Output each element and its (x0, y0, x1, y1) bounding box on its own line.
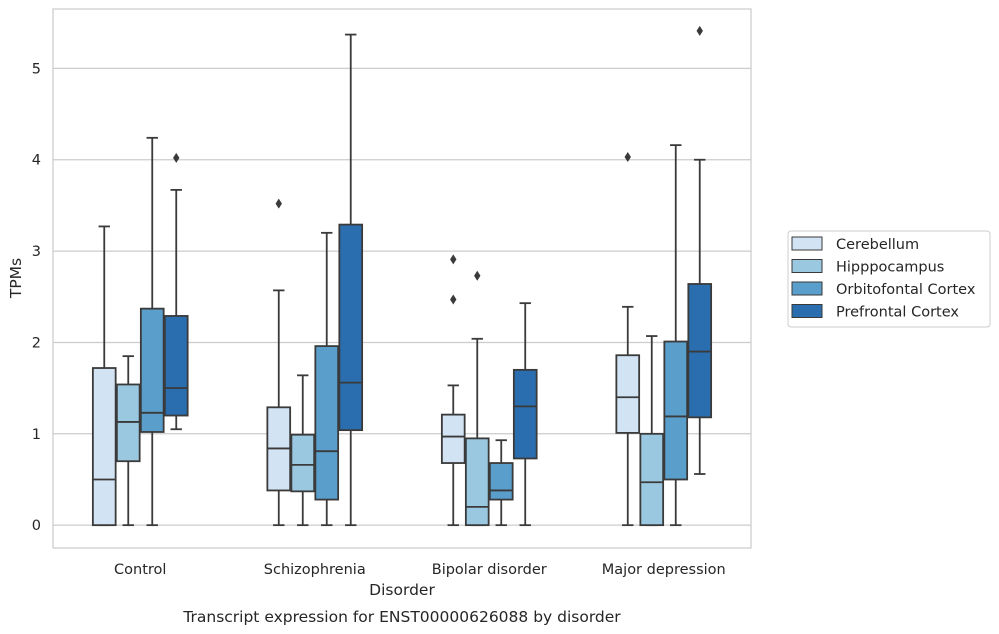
y-tick-label: 0 (32, 518, 41, 534)
y-tick-label: 2 (32, 335, 41, 351)
box-group (290, 374, 316, 527)
box-group (266, 198, 292, 527)
box-group (687, 25, 713, 475)
box-group (512, 302, 538, 527)
outlier-point (275, 198, 282, 209)
chart-title: Transcript expression for ENST0000062608… (182, 608, 621, 626)
box-iqr (440, 413, 466, 464)
box-iqr (488, 462, 514, 501)
box-group (639, 335, 665, 527)
box-group (663, 144, 689, 527)
x-tick-label: Control (114, 562, 166, 578)
y-tick-label: 4 (32, 153, 41, 169)
outlier-point (450, 294, 457, 305)
y-tick-label: 1 (32, 427, 41, 443)
y-tick-label: 5 (32, 61, 41, 77)
y-tick-label: 3 (32, 244, 41, 260)
box-group (91, 225, 117, 527)
legend-swatch (791, 281, 823, 296)
legend: Cerebellum Hipppocampus Orbitofontal Corte… (787, 230, 991, 328)
box-group (464, 270, 490, 527)
legend-label: Orbitofontal Cortex (836, 282, 976, 298)
box-iqr (338, 223, 364, 432)
legend-label: Hipppocampus (836, 260, 944, 276)
legend-swatch (791, 236, 823, 251)
box-iqr (163, 315, 189, 417)
x-tick-labels: Control Schizophrenia Bipolar disorder Majo… (114, 562, 726, 578)
outlier-point (624, 151, 631, 162)
outlier-point (450, 254, 457, 265)
box-group (440, 254, 466, 527)
box-iqr (314, 345, 340, 501)
legend-swatch (791, 259, 823, 273)
box-group (488, 439, 514, 527)
x-tick-label: Schizophrenia (264, 562, 366, 578)
box-iqr (290, 433, 316, 493)
x-tick-label: Major depression (602, 562, 726, 578)
outlier-point (696, 25, 703, 36)
y-tick-labels: 0 1 2 3 4 5 (32, 61, 41, 534)
x-tick-label: Bipolar disorder (432, 562, 547, 578)
legend-label: Cerebellum (836, 237, 919, 253)
box-group (314, 231, 340, 527)
box-group (338, 33, 364, 527)
box-iqr (687, 283, 713, 419)
box-iqr (663, 340, 689, 481)
x-axis-label: Disorder (369, 581, 435, 599)
box-groups (91, 25, 713, 527)
plot-frame (52, 8, 752, 549)
box-group (615, 151, 641, 527)
box-group (115, 355, 141, 527)
box-iqr (91, 367, 117, 527)
legend-label: Prefrontal Cortex (836, 305, 959, 321)
legend-frame (787, 230, 991, 328)
y-axis-label: TPMs (7, 258, 25, 299)
box-group (163, 152, 189, 431)
legend-swatch (791, 304, 823, 318)
box-iqr (615, 354, 641, 434)
box-iqr (464, 437, 490, 527)
outlier-point (474, 270, 481, 281)
box-iqr (139, 307, 165, 433)
outlier-point (173, 152, 180, 163)
box-iqr (115, 383, 141, 463)
box-iqr (512, 368, 538, 460)
box-iqr (639, 432, 665, 527)
box-group (139, 136, 165, 527)
